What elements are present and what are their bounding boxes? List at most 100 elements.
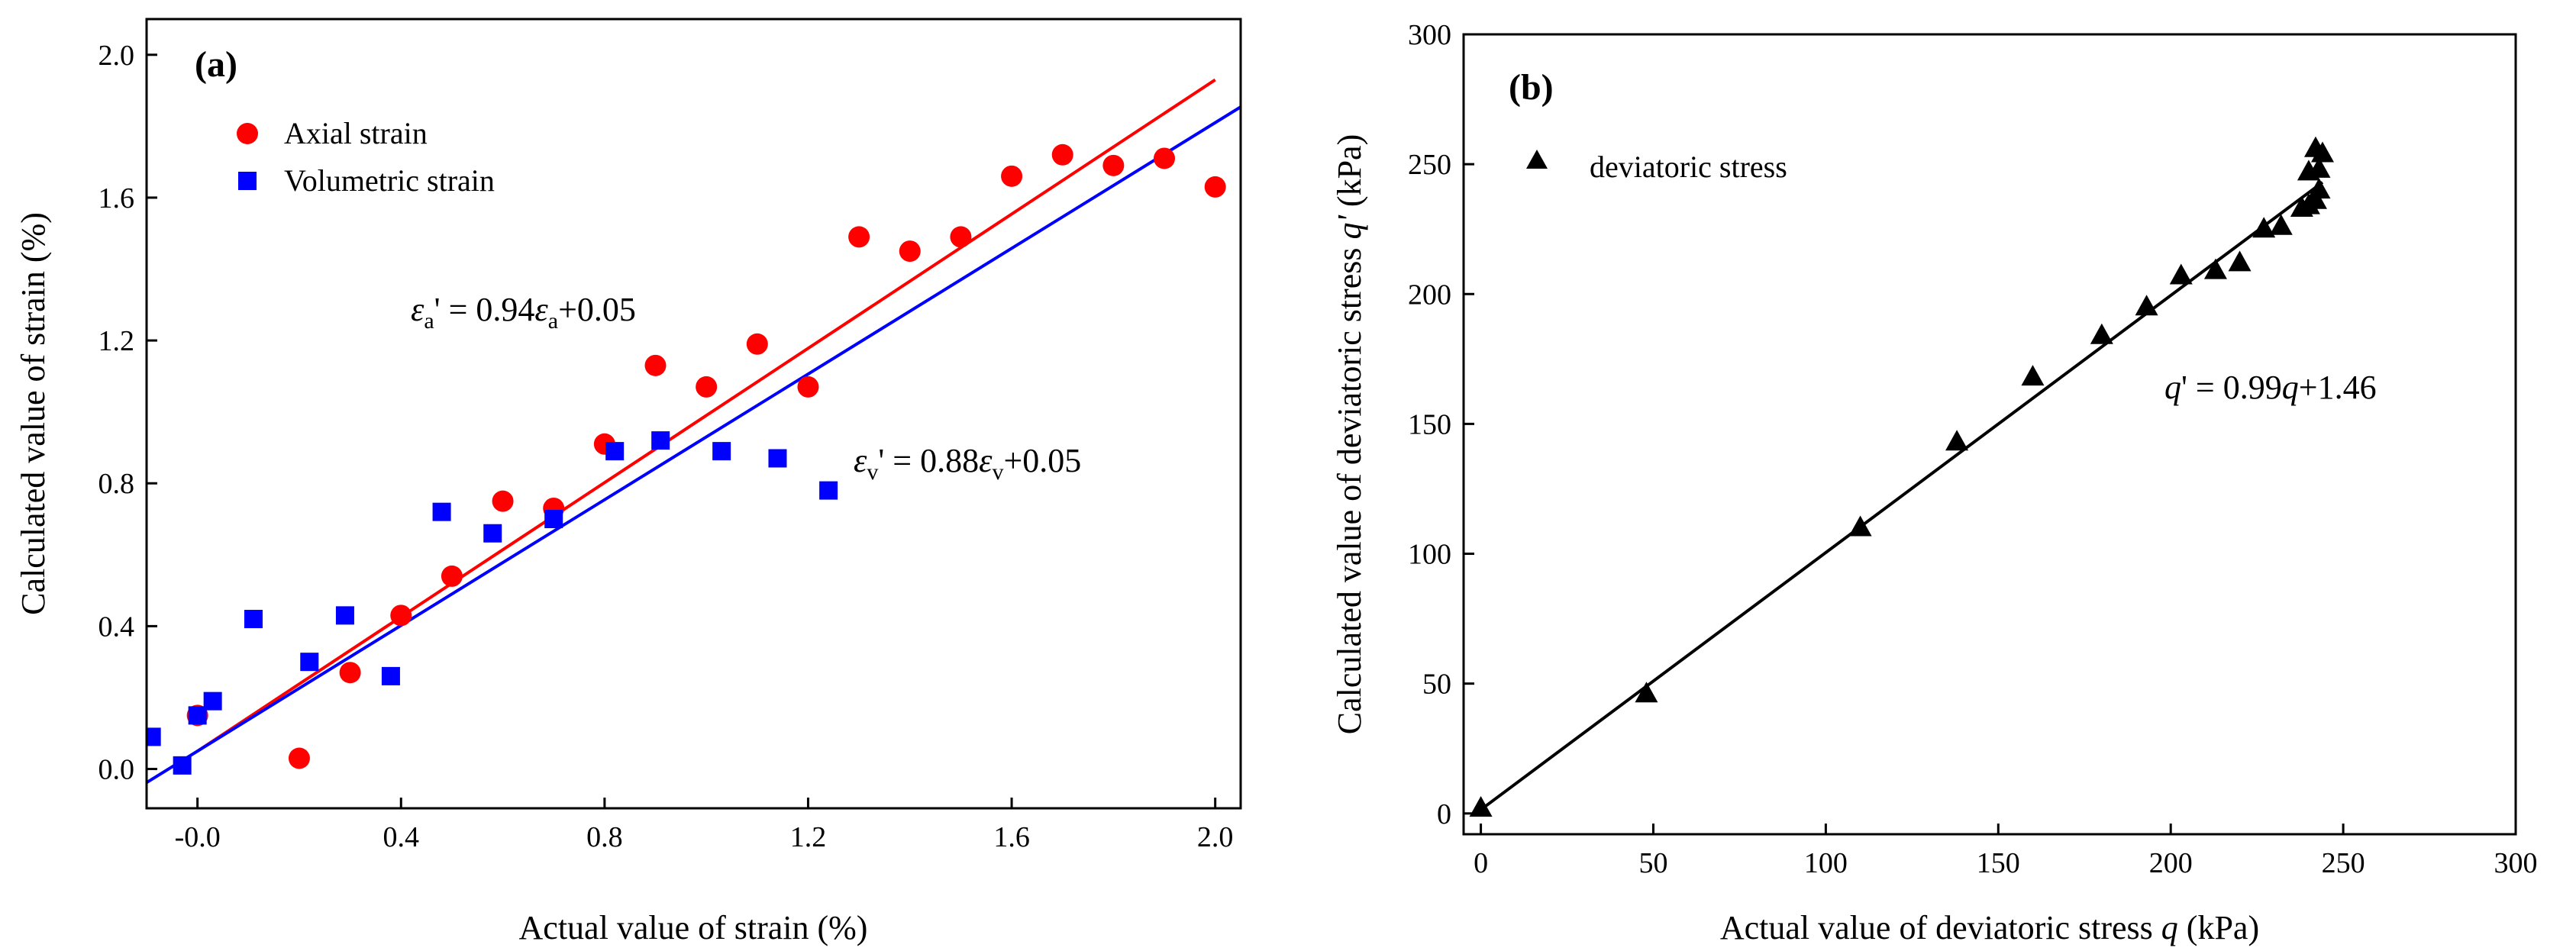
- panel-b-label: (b): [1509, 67, 1554, 108]
- xtick-label-1-2: 100: [1804, 847, 1848, 879]
- data-point-0-1-7: [381, 666, 400, 685]
- eq-axial-rest1: ' = 0.94: [434, 291, 535, 328]
- panel-b-ylabel-pre: Calculated value of deviatoric stress: [1331, 239, 1368, 734]
- ytick-label-0-0: 0.0: [98, 754, 135, 786]
- xtick-label-1-3: 150: [1977, 847, 2020, 879]
- xtick-label-1-1: 50: [1638, 847, 1667, 879]
- eq-vol-sym2: ε: [979, 442, 993, 479]
- eq-dev-v1: q: [2164, 369, 2181, 406]
- xtick-label-0-3: 1.2: [790, 821, 827, 853]
- data-point-1-0-9: [2228, 250, 2252, 272]
- ytick-label-0-2: 0.8: [98, 468, 135, 500]
- data-point-0-0-11: [797, 376, 819, 398]
- eq-dev-post: +1.46: [2299, 369, 2377, 406]
- legend-axial-label: Axial strain: [284, 116, 428, 150]
- data-point-1-0-17: [2307, 178, 2331, 199]
- data-point-0-0-14: [950, 226, 972, 248]
- eq-dev-mid: ' = 0.99: [2181, 369, 2282, 406]
- ytick-label-0-3: 1.2: [98, 325, 135, 357]
- data-point-1-0-0: [1469, 795, 1493, 817]
- eq-vol-sub: v: [867, 459, 878, 485]
- eq-vol-sub2: v: [992, 459, 1003, 485]
- ytick-label-1-0: 0: [1437, 798, 1451, 830]
- data-point-0-1-14: [768, 449, 787, 468]
- data-point-0-1-8: [432, 502, 451, 521]
- data-point-0-0-17: [1102, 154, 1125, 176]
- xtick-label-0-1: 0.4: [383, 821, 420, 853]
- eq-axial-sym2: ε: [534, 291, 548, 328]
- eq-dev-v2: q: [2282, 369, 2299, 406]
- panel-b-xlabel-post: (kPa): [2178, 909, 2259, 946]
- legend-volumetric-marker: [238, 172, 257, 190]
- panel-b-xlabel: Actual value of deviatoric stress q (kPa…: [1720, 909, 2259, 946]
- data-point-0-0-5: [492, 490, 514, 512]
- legend-deviatoric-label: deviatoric stress: [1590, 150, 1787, 184]
- eq-axial-sym: ε: [411, 291, 424, 328]
- fit-line-0-1: [147, 105, 1241, 785]
- data-point-0-1-6: [335, 606, 354, 625]
- ytick-label-1-6: 300: [1408, 19, 1451, 51]
- data-point-0-1-1: [173, 756, 192, 775]
- data-point-0-0-8: [644, 354, 667, 376]
- data-point-0-0-16: [1051, 143, 1073, 166]
- xtick-label-0-5: 2.0: [1197, 821, 1234, 853]
- panel-b-ylabel: Calculated value of deviatoric stress q'…: [1331, 134, 1368, 735]
- data-point-1-0-19: [2310, 141, 2334, 163]
- equation-volumetric: εv' = 0.88εv+0.05: [854, 442, 1081, 485]
- eq-axial-rest2: +0.05: [558, 291, 636, 328]
- data-point-1-0-7: [2169, 263, 2193, 285]
- legend-volumetric-label: Volumetric strain: [284, 163, 495, 198]
- ytick-label-0-1: 0.4: [98, 611, 135, 643]
- panel-a-frame: [145, 18, 1242, 810]
- xtick-label-0-2: 0.8: [586, 821, 623, 853]
- data-point-1-0-1: [1635, 682, 1658, 703]
- data-point-1-0-15: [2303, 188, 2327, 209]
- data-point-0-1-9: [483, 524, 502, 543]
- data-point-0-0-4: [441, 565, 463, 587]
- data-point-0-0-18: [1154, 147, 1176, 169]
- data-point-0-0-1: [288, 747, 310, 769]
- panel-b: 0 50 100 150 200 250 300 0 50 100 150 200 250 300 (b)…: [1331, 19, 2538, 946]
- fit-line-1-0: [1480, 181, 2324, 811]
- xtick-label-1-4: 200: [2149, 847, 2193, 879]
- equation-axial: εa' = 0.94εa+0.05: [411, 291, 636, 334]
- data-point-0-0-10: [746, 333, 768, 355]
- ytick-label-1-2: 100: [1408, 539, 1451, 571]
- xtick-label-0-4: 1.6: [993, 821, 1030, 853]
- eq-vol-sym: ε: [854, 442, 867, 479]
- data-point-0-1-3: [203, 691, 222, 711]
- data-point-0-1-15: [819, 481, 838, 500]
- data-point-1-0-6: [2135, 295, 2158, 316]
- xtick-label-1-5: 250: [2322, 847, 2365, 879]
- legend-axial-marker: [237, 123, 258, 144]
- ytick-label-1-5: 250: [1408, 149, 1451, 181]
- data-point-0-0-9: [696, 376, 718, 398]
- equation-deviatoric: q' = 0.99q+1.46: [2164, 369, 2377, 406]
- data-point-0-1-5: [300, 653, 319, 672]
- panel-a-label: (a): [195, 44, 237, 85]
- panel-b-xlabel-var: q: [2161, 909, 2178, 946]
- data-point-1-0-18: [2307, 156, 2331, 178]
- panel-b-ylabel-var: q': [1331, 214, 1368, 239]
- legend-deviatoric-marker: [1526, 150, 1548, 169]
- data-point-0-0-15: [1001, 165, 1023, 187]
- panel-b-ylabel-post: (kPa): [1331, 134, 1368, 215]
- eq-axial-sub: a: [424, 308, 434, 334]
- data-point-1-0-10: [2252, 217, 2276, 238]
- fit-line-0-0: [196, 78, 1216, 753]
- panel-a: -0.0 0.4 0.8 1.2 1.6 2.0 0.0 0.4 0.8 1.2 1.6 2.0 (a…: [15, 18, 1242, 946]
- data-point-1-0-4: [2021, 365, 2045, 386]
- data-point-0-1-10: [544, 510, 563, 529]
- data-point-0-0-13: [899, 240, 921, 263]
- data-point-0-1-0: [147, 727, 161, 746]
- xtick-label-1-0: 0: [1474, 847, 1488, 879]
- data-point-0-0-12: [848, 226, 870, 248]
- data-point-1-0-8: [2203, 258, 2227, 279]
- panel-a-xlabel: Actual value of strain (%): [519, 909, 868, 946]
- data-point-0-0-2: [339, 662, 361, 684]
- xtick-label-0-0: -0.0: [175, 821, 221, 853]
- eq-vol-rest2: +0.05: [1003, 442, 1081, 479]
- panel-b-xlabel-pre: Actual value of deviatoric stress: [1720, 909, 2161, 946]
- panel-a-ylabel: Calculated value of strain (%): [15, 212, 52, 615]
